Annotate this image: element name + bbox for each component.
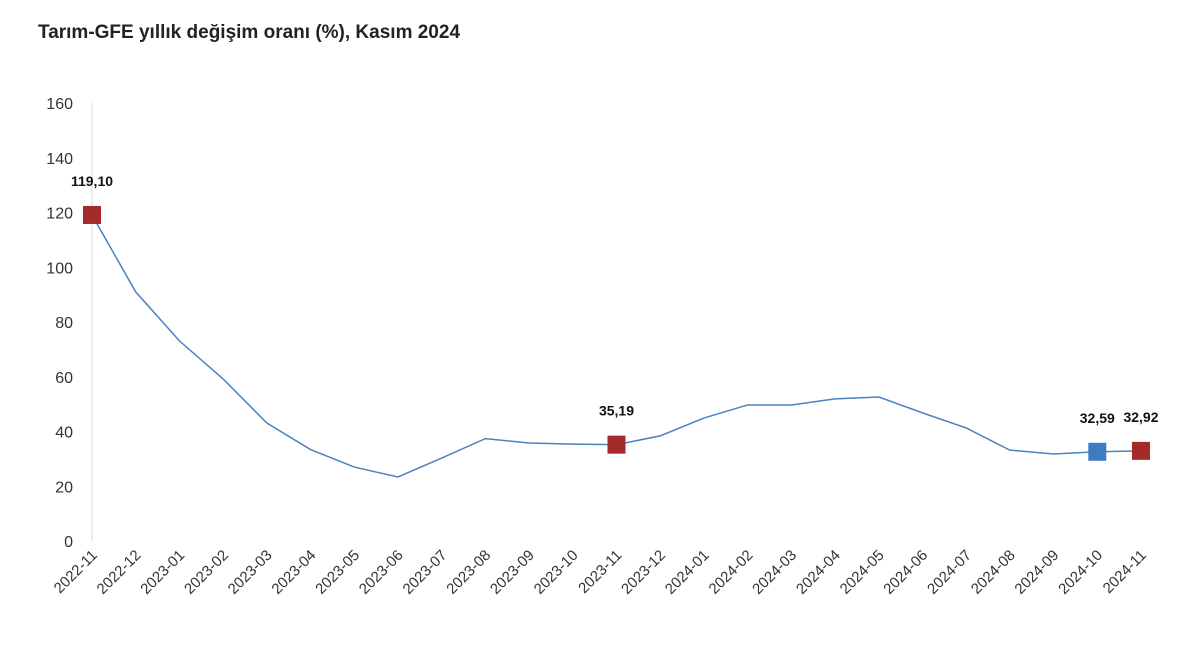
x-tick-label: 2024-11 — [1100, 547, 1150, 597]
y-tick-label: 140 — [46, 151, 73, 168]
data-marker — [607, 435, 626, 454]
data-marker — [1132, 441, 1150, 460]
x-tick-label: 2023-07 — [400, 547, 451, 598]
chart-title: Tarım-GFE yıllık değişim oranı (%), Kası… — [38, 22, 461, 43]
x-tick-label: 2024-01 — [662, 547, 713, 598]
x-tick-label: 2024-02 — [705, 547, 756, 598]
x-tick-label: 2023-06 — [356, 547, 407, 598]
x-tick-label: 2023-03 — [225, 547, 276, 598]
y-tick-label: 0 — [64, 534, 73, 551]
x-tick-label: 2023-08 — [443, 547, 494, 598]
y-tick-label: 40 — [55, 425, 73, 442]
y-tick-label: 80 — [55, 315, 73, 332]
y-tick-label: 120 — [46, 206, 73, 223]
y-tick-label: 60 — [55, 370, 73, 387]
x-tick-label: 2023-02 — [181, 547, 232, 598]
y-tick-label: 160 — [46, 96, 73, 113]
x-tick-label: 2022-12 — [94, 547, 145, 598]
x-tick-label: 2023-01 — [137, 547, 188, 598]
x-tick-label: 2024-03 — [749, 547, 800, 598]
x-tick-label: 2024-10 — [1055, 547, 1106, 598]
y-tick-label: 20 — [55, 479, 73, 496]
x-tick-label: 2023-05 — [312, 547, 363, 598]
x-tick-label: 2022-11 — [51, 547, 101, 597]
data-label: 119,10 — [71, 173, 113, 189]
x-tick-label: 2024-04 — [793, 547, 844, 598]
x-tick-label: 2024-07 — [924, 547, 975, 598]
x-tick-label: 2024-08 — [968, 547, 1019, 598]
x-tick-label: 2024-09 — [1011, 547, 1062, 598]
data-label: 32,59 — [1080, 410, 1115, 426]
x-tick-label: 2023-04 — [268, 547, 319, 598]
x-tick-label: 2023-12 — [618, 547, 669, 598]
data-label: 35,19 — [599, 403, 634, 419]
y-tick-label: 100 — [46, 260, 73, 277]
data-label: 32,92 — [1123, 409, 1158, 425]
x-tick-label: 2024-05 — [837, 547, 888, 598]
data-marker — [83, 205, 101, 224]
x-tick-label: 2023-10 — [531, 547, 582, 598]
x-tick-label: 2023-11 — [575, 547, 625, 597]
data-marker — [1088, 442, 1107, 461]
x-tick-label: 2023-09 — [487, 547, 538, 598]
x-tick-label: 2024-06 — [880, 547, 931, 598]
